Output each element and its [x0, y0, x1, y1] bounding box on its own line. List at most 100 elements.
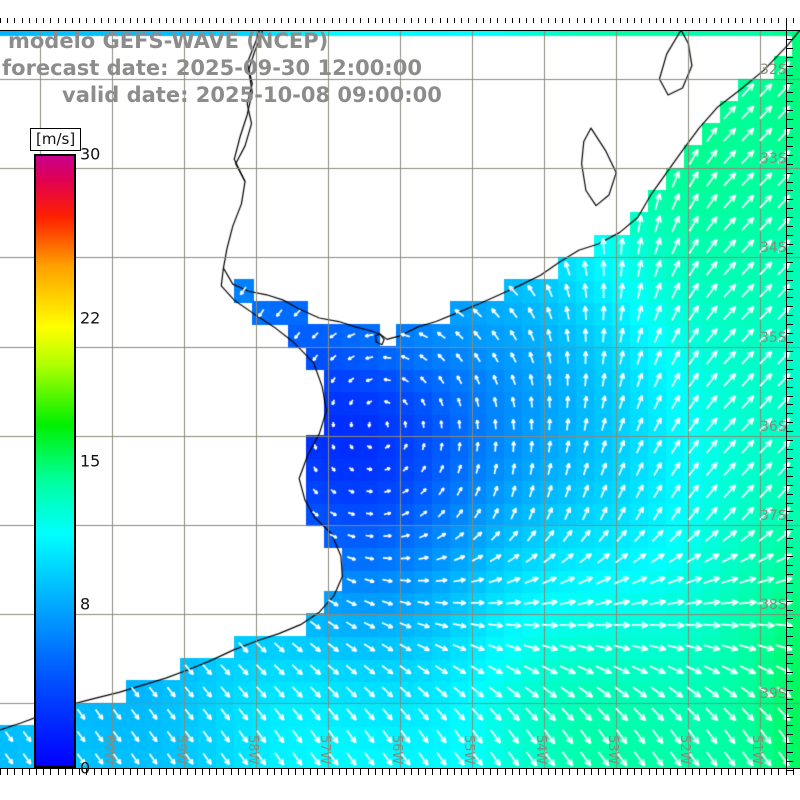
lat-label-39S: 39S	[760, 686, 787, 703]
ruler-tick	[598, 769, 599, 775]
ruler-tick	[787, 752, 793, 753]
ruler-tick	[396, 769, 397, 775]
ruler-tick	[787, 413, 793, 414]
ruler-tick	[533, 18, 534, 23]
ruler-tick	[519, 18, 520, 23]
ruler-tick	[519, 769, 520, 775]
ruler-tick	[375, 769, 376, 775]
ruler-tick	[787, 297, 793, 298]
ruler-tick	[787, 494, 793, 495]
ruler-tick	[101, 769, 102, 775]
ruler-tick	[787, 734, 793, 735]
ruler-tick	[787, 725, 793, 726]
ruler-tick	[404, 769, 405, 775]
ruler-tick	[368, 769, 369, 775]
colorbar-tick-15: 15	[80, 451, 101, 471]
ruler-tick	[29, 18, 30, 23]
ruler-tick	[72, 769, 73, 775]
ruler-tick	[787, 690, 793, 691]
colorbar-unit-label: [m/s]	[30, 128, 82, 151]
ruler-tick	[706, 769, 707, 775]
ruler-tick	[454, 18, 455, 23]
ruler-tick	[86, 769, 87, 775]
ruler-tick	[209, 18, 210, 23]
ruler-tick	[627, 18, 628, 23]
ruler-tick	[656, 18, 657, 23]
ruler-tick	[793, 18, 794, 23]
ruler-tick	[714, 18, 715, 23]
ruler-tick	[353, 769, 354, 775]
ruler-tick	[620, 769, 621, 775]
ruler-tick	[787, 333, 793, 334]
ruler-tick	[692, 769, 693, 775]
ruler-tick	[787, 146, 793, 147]
ruler-tick	[670, 769, 671, 775]
ruler-tick	[569, 769, 570, 775]
ruler-tick	[787, 476, 793, 477]
ruler-tick	[440, 769, 441, 775]
ruler-tick	[787, 654, 793, 655]
ruler-tick	[339, 769, 340, 775]
ruler-tick	[238, 769, 239, 775]
ruler-tick	[787, 708, 793, 709]
ruler-tick	[281, 769, 282, 775]
ruler-tick	[94, 18, 95, 23]
ruler-tick	[591, 769, 592, 775]
ruler-tick	[787, 66, 793, 67]
wind-vector-arrows	[0, 30, 800, 770]
ruler-tick	[786, 769, 787, 775]
ruler-tick	[787, 627, 793, 628]
ruler-tick	[787, 75, 793, 76]
ruler-tick	[677, 769, 678, 775]
ruler-tick	[548, 18, 549, 23]
ruler-tick	[787, 574, 793, 575]
ruler-tick	[787, 182, 793, 183]
ruler-tick	[159, 769, 160, 775]
ruler-tick	[231, 18, 232, 23]
ruler-tick	[454, 769, 455, 775]
ruler-tick	[58, 18, 59, 23]
ruler-right	[786, 18, 800, 771]
lon-label-52W: 52W	[677, 735, 693, 765]
ruler-tick	[787, 565, 793, 566]
ruler-tick	[787, 440, 793, 441]
ruler-tick	[555, 769, 556, 775]
lon-label-55W: 55W	[461, 735, 477, 765]
ruler-tick	[742, 18, 743, 23]
ruler-tick	[252, 18, 253, 23]
ruler-tick	[577, 18, 578, 23]
ruler-tick	[223, 769, 224, 775]
ruler-tick	[670, 18, 671, 23]
ruler-bottom	[0, 768, 800, 783]
ruler-tick	[108, 769, 109, 775]
ruler-tick	[468, 769, 469, 775]
ruler-tick	[36, 18, 37, 23]
ruler-tick	[72, 18, 73, 23]
ruler-tick	[787, 137, 793, 138]
ruler-tick	[86, 18, 87, 23]
ruler-tick	[778, 769, 779, 775]
ruler-tick	[137, 18, 138, 23]
ruler-tick	[787, 672, 793, 673]
ruler-tick	[787, 48, 793, 49]
ruler-tick	[787, 601, 793, 602]
ruler-tick	[14, 18, 15, 23]
ruler-tick	[771, 769, 772, 775]
ruler-tick	[22, 769, 23, 775]
ruler-tick	[787, 681, 793, 682]
lon-label-59W: 59W	[172, 735, 188, 765]
ruler-tick	[0, 769, 1, 775]
ruler-tick	[787, 351, 793, 352]
ruler-tick	[771, 18, 772, 23]
ruler-tick	[151, 18, 152, 23]
ruler-tick	[787, 208, 793, 209]
ruler-tick	[310, 18, 311, 23]
ruler-tick	[65, 769, 66, 775]
ruler-tick	[339, 18, 340, 23]
ruler-tick	[787, 645, 793, 646]
ruler-tick	[144, 769, 145, 775]
ruler-tick	[721, 18, 722, 23]
ruler-tick	[787, 199, 793, 200]
ruler-tick	[787, 315, 793, 316]
ruler-tick	[605, 18, 606, 23]
